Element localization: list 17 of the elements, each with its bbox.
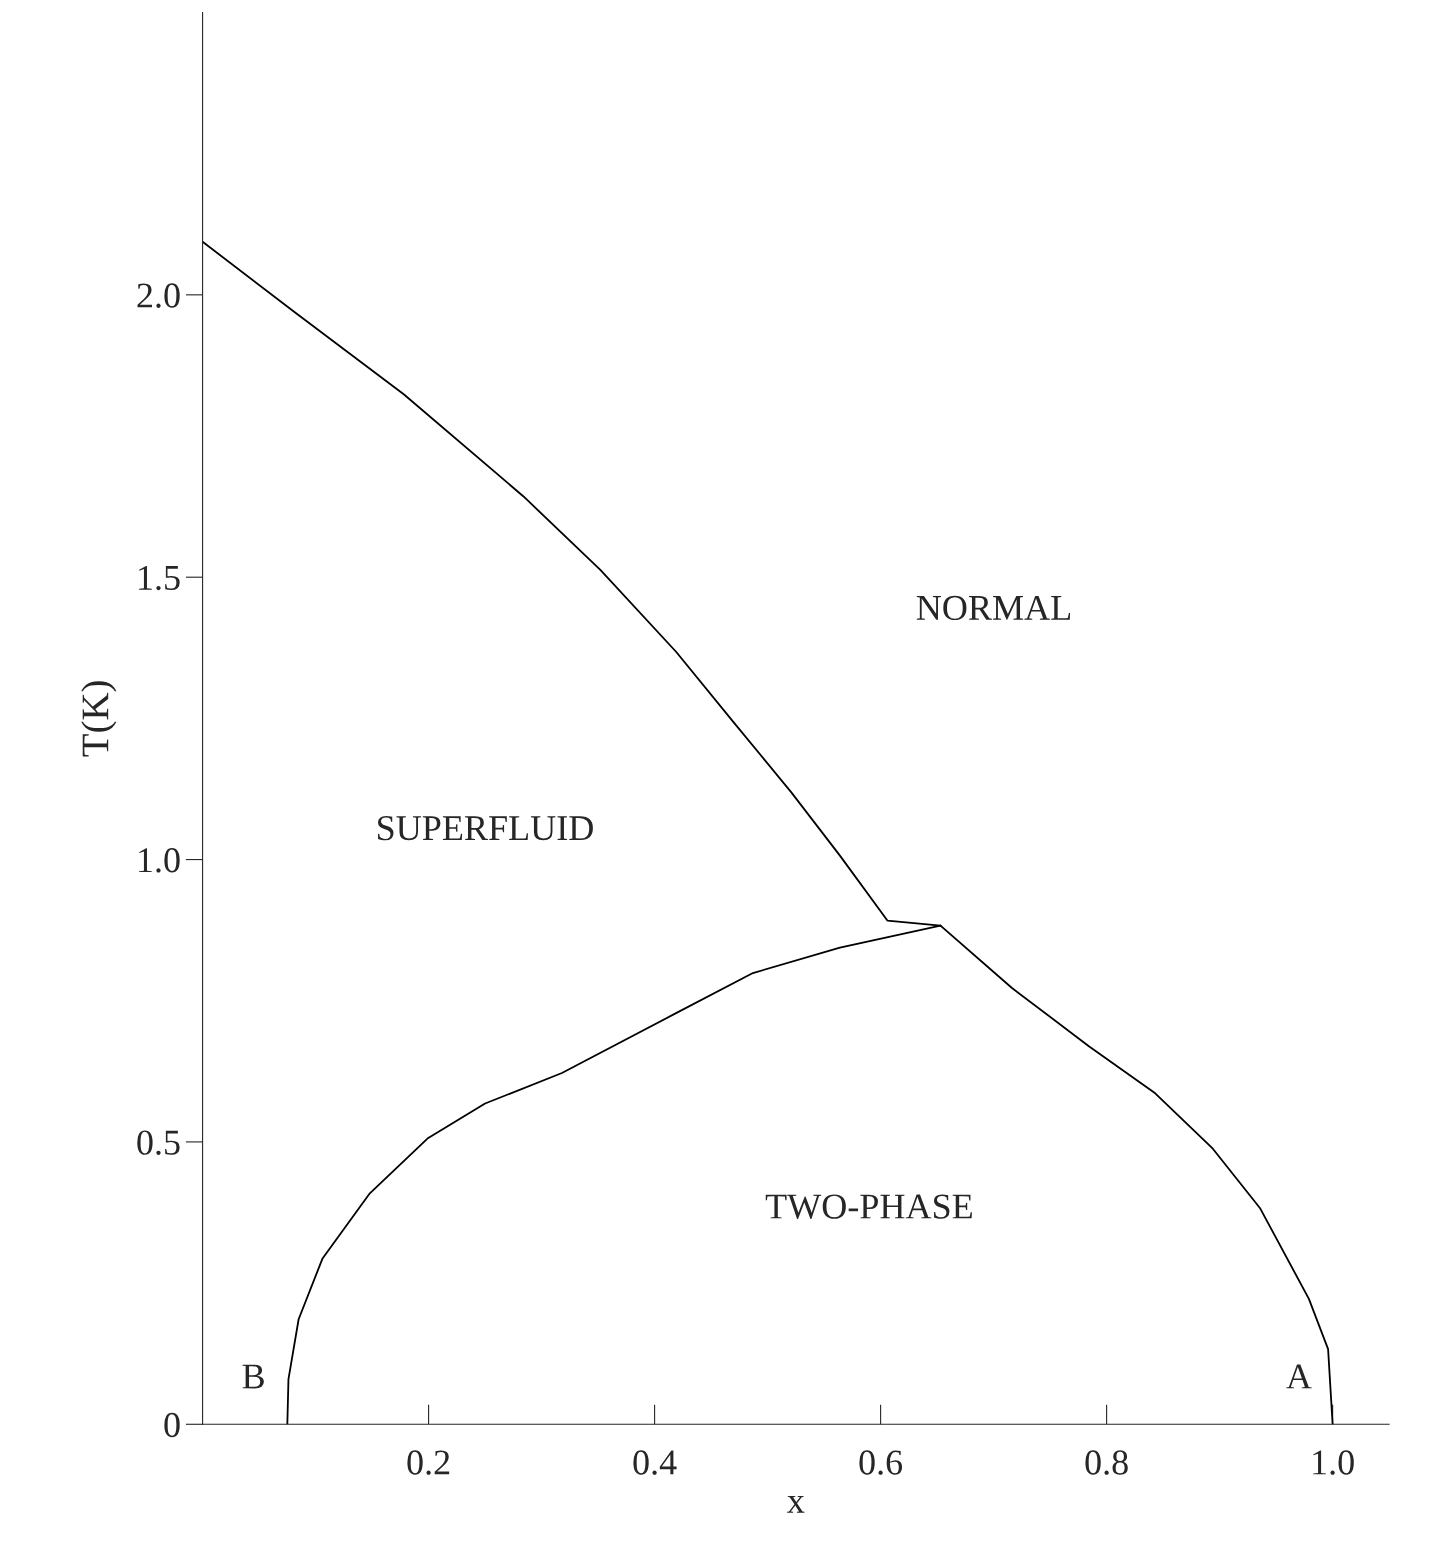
annotation: SUPERFLUID [378,816,593,841]
y-tick-label: 0 [164,1412,180,1438]
annotation: B [242,1364,264,1389]
x-tick-label: 0.6 [859,1450,903,1475]
y-tick-label: 1.5 [139,565,180,591]
x-tick-label: 1.0 [1313,1450,1354,1475]
annotation: NORMAL [916,595,1071,621]
y-tick-label: 0.5 [137,1130,180,1155]
y-tick-label: 2.0 [137,283,180,308]
y-axis-title: T(K) [81,681,117,757]
annotation: A [1286,1364,1312,1389]
x-tick-label: 0.8 [1085,1450,1128,1475]
x-tick-label: 0.4 [633,1450,677,1475]
y-tick-label: 1.0 [139,848,180,873]
annotation: TWO-PHASE [765,1194,972,1219]
x-tick-label: 0.2 [407,1450,450,1475]
x-axis-title: x [787,1496,805,1513]
